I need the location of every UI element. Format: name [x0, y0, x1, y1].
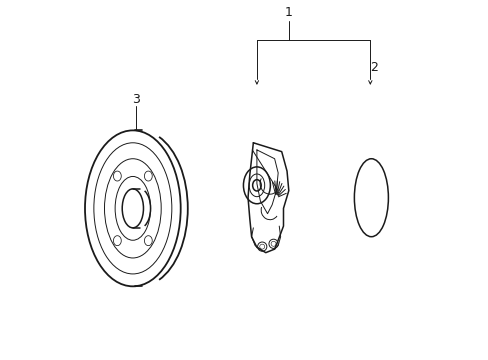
Text: 2: 2 — [369, 61, 377, 74]
Text: 3: 3 — [132, 93, 140, 105]
Text: 1: 1 — [285, 6, 292, 19]
